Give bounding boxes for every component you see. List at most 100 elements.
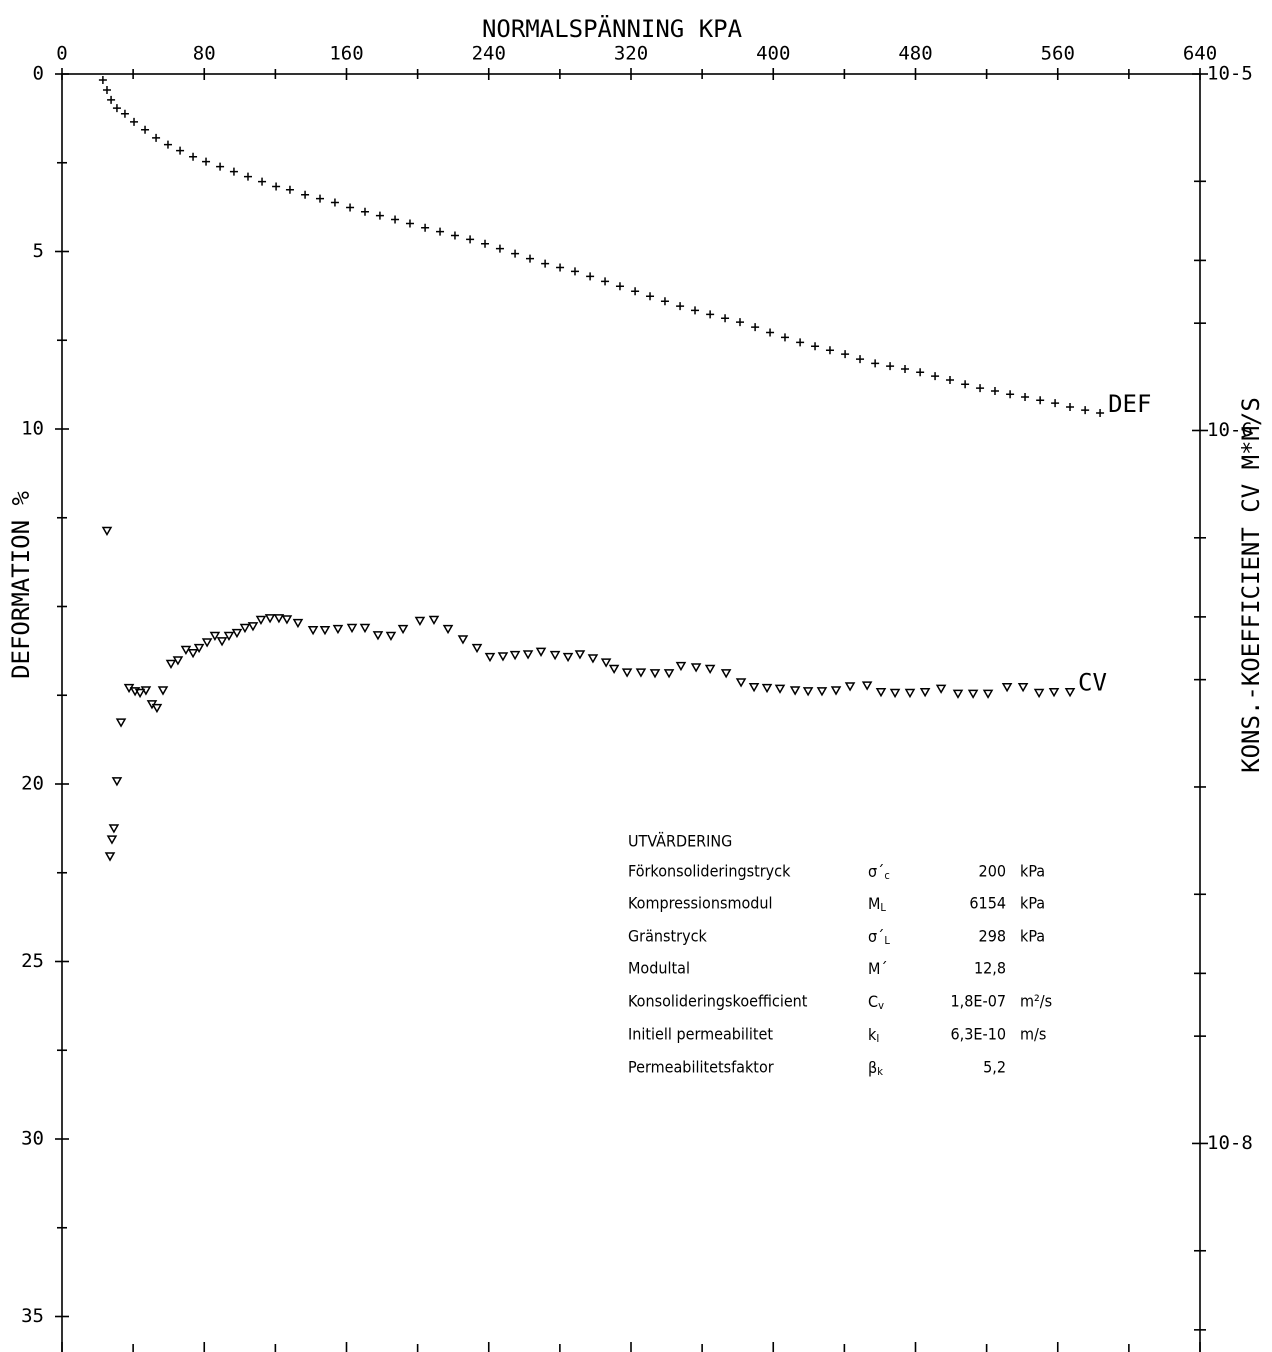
data-point xyxy=(273,614,285,624)
annotation-unit: m²/s xyxy=(1020,992,1052,1011)
data-point xyxy=(967,689,979,699)
data-point xyxy=(952,689,964,699)
data-point xyxy=(189,152,198,161)
data-point xyxy=(931,372,940,381)
data-point xyxy=(436,227,445,236)
data-point xyxy=(509,650,521,661)
data-point xyxy=(945,376,954,385)
y2-tick-label: 10-5 xyxy=(1207,63,1253,85)
annotation-label: Förkonsolideringstryck xyxy=(628,862,791,881)
x-tick-label: 80 xyxy=(193,43,216,65)
annotation-label: Gränstryck xyxy=(628,927,708,946)
x-tick-label: 560 xyxy=(1041,43,1075,65)
data-point xyxy=(871,359,880,368)
data-point xyxy=(901,365,910,374)
data-point xyxy=(405,219,414,228)
y2-axis-label: KONS.-KOEFFICIENT CV M*M/S xyxy=(1237,397,1265,773)
annotation-symbol: M´ xyxy=(868,959,888,978)
data-point xyxy=(844,682,856,692)
data-point xyxy=(359,623,371,634)
data-point xyxy=(165,659,177,670)
data-point xyxy=(180,645,192,656)
data-point xyxy=(108,824,120,834)
data-point xyxy=(360,207,369,216)
data-point xyxy=(450,231,459,240)
data-point xyxy=(307,626,319,636)
data-point xyxy=(735,318,744,327)
data-point xyxy=(721,314,730,323)
y-tick-label: 5 xyxy=(33,240,44,262)
symbol-subscript: L xyxy=(884,934,890,947)
annotation-symbol: Cv xyxy=(868,992,884,1013)
data-point xyxy=(816,687,828,697)
data-point xyxy=(301,190,310,199)
data-point xyxy=(102,85,111,94)
symbol: k xyxy=(868,1025,877,1044)
x-tick-label: 320 xyxy=(614,43,648,65)
data-point xyxy=(916,368,925,377)
data-point xyxy=(676,302,685,311)
data-point xyxy=(704,664,716,674)
data-point xyxy=(748,683,760,693)
x-tick-label: 400 xyxy=(756,43,790,65)
annotation-symbol: kI xyxy=(868,1025,879,1046)
data-point xyxy=(511,249,520,258)
data-point xyxy=(615,282,624,291)
data-point xyxy=(825,346,834,355)
data-point xyxy=(346,623,358,634)
annotation-title: UTVÄRDERING xyxy=(628,832,732,851)
x-tick-label: 640 xyxy=(1183,43,1217,65)
y-tick-label: 0 xyxy=(33,63,44,85)
y-tick-label: 25 xyxy=(21,950,44,972)
symbol-subscript: I xyxy=(876,1032,879,1045)
data-point xyxy=(319,626,331,636)
data-point xyxy=(1096,409,1105,418)
data-point xyxy=(201,638,213,648)
y2-tick-label: 10-6 xyxy=(1207,419,1253,441)
series-label: CV xyxy=(1078,669,1107,697)
data-point xyxy=(1064,687,1076,698)
annotation-unit: kPa xyxy=(1020,927,1045,946)
data-point xyxy=(151,703,163,714)
data-point xyxy=(193,643,205,654)
annotation-value: 200 xyxy=(979,862,1006,881)
data-point xyxy=(176,146,185,155)
data-point xyxy=(471,643,483,654)
data-point xyxy=(1066,402,1075,411)
data-point xyxy=(247,622,259,632)
data-point xyxy=(428,615,440,625)
symbol-subscript: v xyxy=(878,999,884,1012)
data-point xyxy=(229,167,238,176)
data-point xyxy=(152,133,161,142)
data-point xyxy=(706,310,715,319)
annotation-symbol: σ´L xyxy=(868,927,890,948)
annotation-value: 5,2 xyxy=(983,1058,1006,1077)
data-point xyxy=(586,272,595,281)
data-point xyxy=(258,177,267,186)
series-label: DEF xyxy=(1108,390,1151,418)
annotation-unit: m/s xyxy=(1020,1025,1046,1044)
data-point xyxy=(484,652,496,663)
data-point xyxy=(316,194,325,203)
annotation-label: Permeabilitetsfaktor xyxy=(628,1058,774,1077)
data-point xyxy=(239,623,251,634)
symbol-subscript: c xyxy=(884,869,889,882)
data-point xyxy=(830,686,842,696)
annotation-label: Modultal xyxy=(628,959,690,978)
chart-title: NORMALSPÄNNING KPA xyxy=(482,14,743,43)
data-point xyxy=(332,624,344,635)
data-point xyxy=(751,323,760,332)
data-point xyxy=(990,387,999,396)
x-tick-label: 480 xyxy=(898,43,932,65)
data-point xyxy=(535,647,547,657)
data-point xyxy=(101,526,113,537)
data-point xyxy=(130,117,139,126)
y-tick-label: 35 xyxy=(21,1305,44,1327)
annotation-label: Initiell permeabilitet xyxy=(628,1025,773,1044)
data-point xyxy=(231,628,243,639)
data-point xyxy=(690,663,702,673)
data-point xyxy=(601,277,610,286)
annotation-value: 298 xyxy=(979,927,1006,946)
data-point xyxy=(919,687,931,698)
annotation-unit: kPa xyxy=(1020,894,1045,913)
